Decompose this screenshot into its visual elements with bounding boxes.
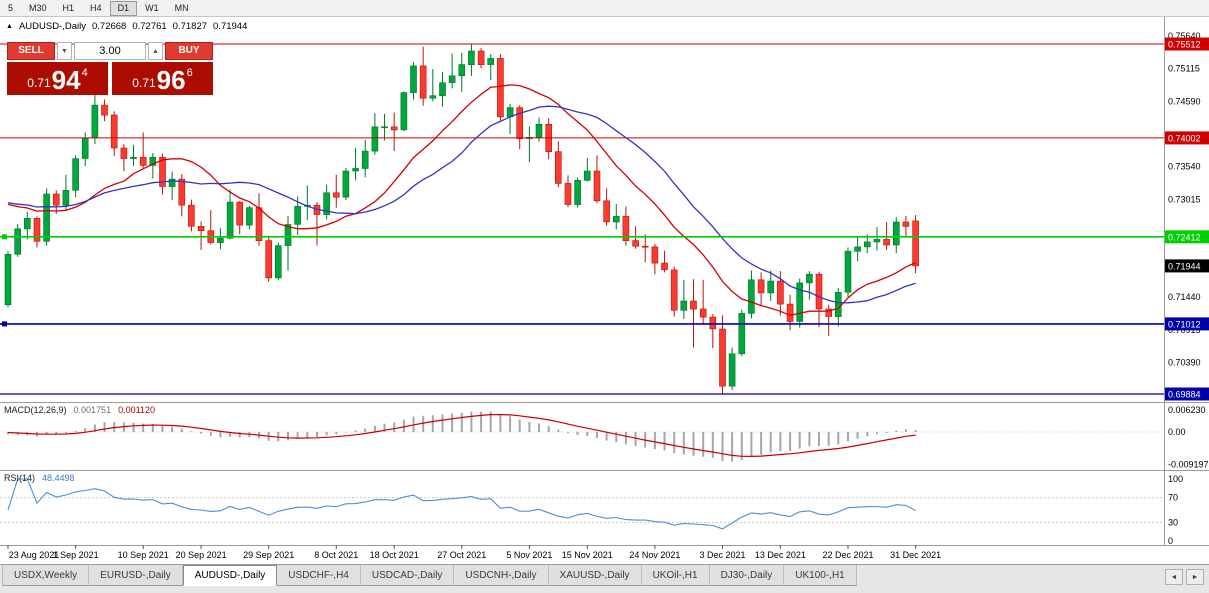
tab-scroll-left-button[interactable]: ◄	[1165, 569, 1183, 585]
svg-text:10 Sep 2021: 10 Sep 2021	[118, 550, 169, 560]
buy-price-pips: 96	[156, 65, 186, 95]
svg-text:1 Sep 2021: 1 Sep 2021	[53, 550, 99, 560]
chart-canvas[interactable]: 0.756400.751150.745900.735400.730150.714…	[0, 17, 1209, 564]
rsi-line	[7, 478, 916, 530]
svg-text:0.006230: 0.006230	[1168, 405, 1206, 415]
timeframe-button-mn[interactable]: MN	[174, 2, 189, 13]
svg-text:100: 100	[1168, 474, 1183, 484]
tab-usdcad-daily[interactable]: USDCAD-,Daily	[360, 565, 455, 586]
timeframe-toolbar: 5 M30 H1 H4 D1 W1 MN	[0, 0, 1209, 17]
svg-text:8 Oct 2021: 8 Oct 2021	[314, 550, 358, 560]
line-handle[interactable]	[2, 234, 7, 240]
tab-xauusd-daily[interactable]: XAUUSD-,Daily	[548, 565, 642, 586]
svg-text:70: 70	[1168, 493, 1178, 503]
tab-usdx-weekly[interactable]: USDX,Weekly	[2, 565, 90, 586]
chart-background	[0, 17, 1209, 564]
timeframe-button-d1[interactable]: D1	[109, 0, 138, 16]
chart-tabs: USDX,Weekly EURUSD-,Daily AUDUSD-,Daily USD…	[0, 565, 1209, 586]
buy-price-display[interactable]: 0.71 96 6	[112, 62, 213, 95]
svg-text:18 Oct 2021: 18 Oct 2021	[370, 550, 419, 560]
svg-text:13 Dec 2021: 13 Dec 2021	[755, 550, 806, 560]
svg-text:30: 30	[1168, 517, 1178, 527]
svg-text:3 Dec 2021: 3 Dec 2021	[699, 550, 745, 560]
tab-scroll-right-button[interactable]: ►	[1186, 569, 1204, 585]
tab-uk100-h1[interactable]: UK100-,H1	[784, 565, 857, 586]
svg-text:0.71944: 0.71944	[1168, 261, 1201, 271]
sell-price-pips: 94	[51, 65, 81, 95]
svg-text:15 Nov 2021: 15 Nov 2021	[562, 550, 613, 560]
timeframe-button-h1[interactable]: H1	[62, 2, 75, 13]
svg-text:0.74002: 0.74002	[1168, 133, 1201, 143]
macd-signal-line	[7, 414, 916, 458]
tab-dj30-daily[interactable]: DJ30-,Daily	[709, 565, 785, 586]
chart-tabs-bar: USDX,Weekly EURUSD-,Daily AUDUSD-,Daily USD…	[0, 564, 1209, 593]
svg-text:-0.009197: -0.009197	[1168, 459, 1209, 469]
svg-text:0.73540: 0.73540	[1168, 162, 1201, 172]
timeframe-button-w1[interactable]: W1	[145, 2, 159, 13]
price-pane	[0, 43, 1164, 395]
price-tag	[1165, 131, 1209, 145]
svg-text:0.70390: 0.70390	[1168, 358, 1201, 368]
ma-fast-line	[7, 84, 916, 316]
svg-text:0.74590: 0.74590	[1168, 96, 1201, 106]
tab-ukoil-h1[interactable]: UKOil-,H1	[641, 565, 710, 586]
buy-button[interactable]: BUY	[165, 42, 213, 60]
candles	[4, 44, 919, 395]
volume-input[interactable]	[74, 42, 146, 60]
macd-pane: 0.006230 0.00 -0.009197	[0, 405, 1209, 469]
price-tag	[1165, 37, 1209, 51]
rsi-pane: 100 70 30 0	[0, 474, 1183, 546]
one-click-price-row: 0.71 94 4 0.71 96 6	[7, 62, 213, 95]
price-tag	[1165, 230, 1209, 244]
tab-eurusd-daily[interactable]: EURUSD-,Daily	[89, 565, 183, 586]
one-click-collapse-icon[interactable]: ▲	[6, 23, 13, 30]
svg-text:0.69884: 0.69884	[1168, 390, 1201, 400]
svg-text:22 Dec 2021: 22 Dec 2021	[822, 550, 873, 560]
sell-price-prefix: 0.71	[27, 76, 51, 90]
price-axis: 0.75640 0.75115 0.74590 0.73540 0.73015 0.714…	[1165, 31, 1209, 401]
svg-text:0.71012: 0.71012	[1168, 319, 1201, 329]
timeframe-button-h4[interactable]: H4	[90, 2, 102, 13]
one-click-top-row: SELL ▼ ▲ BUY	[7, 42, 213, 60]
ma-slow-line	[7, 105, 916, 304]
svg-text:0: 0	[1168, 536, 1173, 546]
sell-price-pipette: 4	[81, 67, 88, 79]
svg-text:0.75512: 0.75512	[1168, 40, 1201, 50]
svg-text:5 Nov 2021: 5 Nov 2021	[506, 550, 552, 560]
svg-text:29 Sep 2021: 29 Sep 2021	[243, 550, 294, 560]
svg-text:24 Nov 2021: 24 Nov 2021	[629, 550, 680, 560]
svg-text:0.75115: 0.75115	[1168, 64, 1200, 74]
svg-text:23 Aug 2021: 23 Aug 2021	[9, 550, 60, 560]
line-handle[interactable]	[2, 321, 7, 327]
volume-increase-button[interactable]: ▲	[148, 42, 163, 60]
price-tag	[1165, 259, 1209, 273]
svg-text:0.71440: 0.71440	[1168, 292, 1201, 302]
sell-button[interactable]: SELL	[7, 42, 55, 60]
tab-usdchf-h4[interactable]: USDCHF-,H4	[277, 565, 361, 586]
svg-text:31 Dec 2021: 31 Dec 2021	[890, 550, 941, 560]
svg-text:0.73015: 0.73015	[1168, 194, 1201, 204]
tab-audusd-daily[interactable]: AUDUSD-,Daily	[182, 565, 278, 586]
sell-price-display[interactable]: 0.71 94 4	[7, 62, 108, 95]
tab-usdcnh-daily[interactable]: USDCNH-,Daily	[454, 565, 549, 586]
buy-price-pipette: 6	[186, 67, 193, 79]
svg-text:27 Oct 2021: 27 Oct 2021	[437, 550, 486, 560]
chart-area: 0.75640 0.75115 0.74590 0.73540 0.73015 0.714…	[0, 17, 1209, 564]
price-tag	[1165, 387, 1209, 401]
timeframe-button-5[interactable]: 5	[8, 2, 14, 13]
buy-price-prefix: 0.71	[132, 76, 156, 90]
svg-text:0.75640: 0.75640	[1168, 31, 1201, 41]
svg-text:0.00: 0.00	[1168, 427, 1186, 437]
price-tag	[1165, 317, 1209, 331]
svg-text:20 Sep 2021: 20 Sep 2021	[176, 550, 227, 560]
timeframe-button-m30[interactable]: M30	[29, 2, 47, 13]
tab-scroll-arrows: ◄ ►	[1165, 569, 1204, 585]
svg-text:0.72412: 0.72412	[1168, 232, 1201, 242]
volume-decrease-button[interactable]: ▼	[57, 42, 72, 60]
